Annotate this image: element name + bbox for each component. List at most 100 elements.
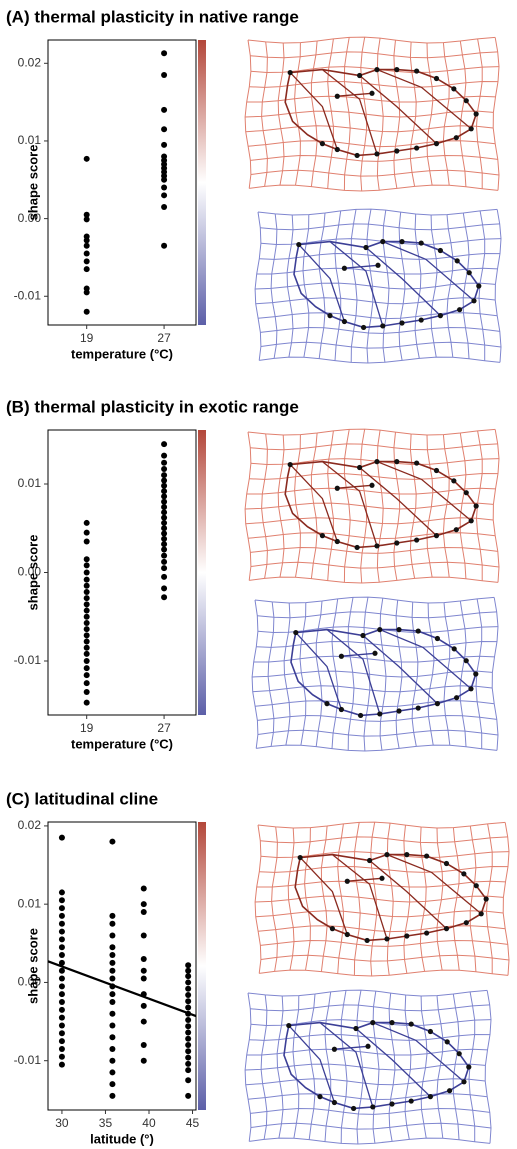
landmark xyxy=(358,712,364,719)
landmark xyxy=(361,324,367,331)
data-point xyxy=(83,665,90,672)
grid-col xyxy=(277,434,285,578)
grid-col xyxy=(426,434,434,578)
grid-col xyxy=(491,597,499,751)
grid-col xyxy=(343,37,351,191)
landmark xyxy=(384,852,390,858)
data-point xyxy=(161,192,168,199)
x-tick-label: 35 xyxy=(99,1116,113,1130)
wing-vein xyxy=(295,632,343,710)
landmark xyxy=(433,533,440,539)
y-tick-label: 0.01 xyxy=(18,896,42,910)
grid-row xyxy=(245,1078,486,1086)
data-point xyxy=(58,1014,65,1021)
grid-col xyxy=(442,42,450,186)
grid-row xyxy=(247,989,488,997)
grid-col xyxy=(251,599,259,749)
data-point xyxy=(58,1045,65,1052)
landmark xyxy=(414,68,420,74)
panel-title: (B) thermal plasticity in exotic range xyxy=(6,397,299,416)
landmark xyxy=(394,67,400,73)
data-point xyxy=(161,106,168,113)
data-point xyxy=(140,1057,147,1064)
wing-vein xyxy=(347,877,383,882)
data-point xyxy=(109,1022,116,1029)
data-point xyxy=(58,912,65,919)
x-tick-label: 27 xyxy=(157,331,171,345)
wing-vein xyxy=(289,464,338,542)
grid-row xyxy=(250,546,498,554)
grid-row xyxy=(260,326,500,334)
grid-col xyxy=(475,38,483,189)
landmark xyxy=(370,1104,376,1110)
grid-col xyxy=(276,995,284,1139)
data-point xyxy=(58,920,65,927)
landmark xyxy=(319,533,325,539)
data-point xyxy=(109,1081,116,1088)
grid-row xyxy=(260,223,500,231)
data-point xyxy=(161,546,168,553)
y-tick-label: -0.01 xyxy=(14,653,42,667)
grid-col xyxy=(360,429,368,584)
data-point xyxy=(83,638,90,645)
data-point xyxy=(161,488,168,495)
wing-outline xyxy=(290,628,477,717)
grid-col xyxy=(459,40,467,187)
grid-col xyxy=(430,214,438,358)
data-point xyxy=(83,650,90,657)
wing-vein xyxy=(337,484,373,489)
deformation-grid xyxy=(254,821,510,977)
landmark xyxy=(338,653,344,659)
landmark xyxy=(468,686,474,692)
grid-col xyxy=(366,209,374,364)
colorbar xyxy=(198,822,206,1110)
grid-col xyxy=(320,825,328,972)
grid-col xyxy=(475,430,483,581)
grid-col xyxy=(254,211,262,361)
landmark xyxy=(404,933,410,939)
landmark xyxy=(374,459,380,465)
grid-col xyxy=(244,992,252,1142)
grid-col xyxy=(376,430,384,583)
wing-vein xyxy=(289,72,338,150)
data-point xyxy=(109,1069,116,1076)
y-axis-label: shape score xyxy=(25,145,40,221)
data-point xyxy=(161,530,168,537)
landmark xyxy=(396,708,402,714)
wing-vein xyxy=(376,68,472,130)
landmark xyxy=(463,920,469,926)
data-point xyxy=(83,601,90,608)
grid-col xyxy=(414,213,422,359)
data-point xyxy=(83,607,90,614)
landmark xyxy=(408,1098,414,1104)
wing-vein xyxy=(372,1021,465,1083)
data-point xyxy=(185,973,192,980)
data-point xyxy=(161,452,168,459)
grid-row xyxy=(250,1107,490,1115)
y-tick-label: -0.01 xyxy=(14,1053,42,1067)
grid-row xyxy=(245,110,494,118)
wing-vein xyxy=(337,92,373,97)
grid-row xyxy=(257,208,498,216)
grid-col xyxy=(462,212,470,359)
grid-row xyxy=(247,428,496,436)
data-point xyxy=(83,595,90,602)
landmark xyxy=(437,313,443,319)
landmark xyxy=(473,671,479,677)
landmark xyxy=(468,518,474,524)
grid-col xyxy=(286,214,294,358)
y-tick-label: 0.00 xyxy=(18,565,42,579)
grid-row xyxy=(257,821,506,829)
data-point xyxy=(161,477,168,484)
grid-col xyxy=(308,993,316,1140)
landmark xyxy=(394,459,400,465)
landmark xyxy=(415,628,421,634)
grid-col xyxy=(404,994,412,1140)
data-point xyxy=(109,967,116,974)
data-point xyxy=(109,920,116,927)
landmark xyxy=(344,878,350,884)
landmark xyxy=(331,1046,337,1052)
data-point xyxy=(58,889,65,896)
landmark xyxy=(454,258,460,264)
data-point xyxy=(161,459,168,466)
